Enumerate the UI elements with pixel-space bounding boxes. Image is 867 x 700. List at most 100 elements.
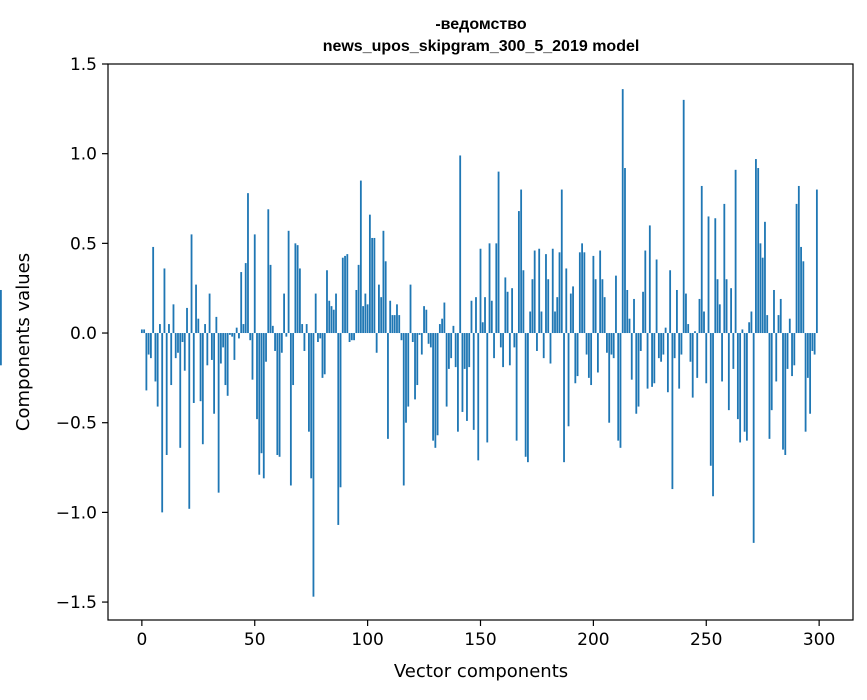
bar-149 (477, 333, 480, 461)
bar-15 (174, 333, 177, 359)
bar-241 (685, 293, 687, 334)
bar-36 (222, 333, 225, 348)
bar-19 (183, 333, 186, 371)
bar-58 (271, 325, 274, 334)
bar-277 (766, 315, 769, 334)
bar-7 (156, 333, 159, 407)
bar-71 (301, 324, 304, 334)
bar-90 (344, 255, 346, 334)
bar-42 (235, 327, 238, 334)
bar-121 (414, 333, 416, 400)
bar-255 (716, 279, 719, 334)
bar-192 (574, 333, 577, 384)
bar-159 (499, 333, 502, 348)
bar-30 (208, 293, 211, 334)
bar-170 (524, 333, 527, 457)
bar-87 (337, 333, 340, 525)
bar-59 (274, 333, 276, 351)
bar-206 (606, 333, 608, 353)
bar-211 (617, 333, 620, 441)
bar-193 (576, 333, 579, 377)
bar-118 (407, 333, 410, 407)
bar-131 (436, 333, 439, 436)
bar-126 (425, 309, 428, 334)
bar-189 (567, 333, 570, 427)
bar-31 (210, 333, 213, 360)
bar-47 (247, 193, 249, 334)
bar-215 (626, 289, 629, 334)
bar-224 (646, 333, 649, 389)
bar-67 (292, 333, 295, 386)
bar-6 (154, 333, 157, 382)
bar-263 (734, 169, 737, 334)
bar-195 (581, 243, 583, 334)
bar-291 (797, 185, 800, 334)
bar-12 (168, 324, 170, 334)
bar-0 (140, 329, 143, 334)
bar-151 (481, 322, 484, 334)
bar-219 (635, 333, 638, 414)
bar-196 (583, 252, 586, 334)
bar-49 (251, 333, 254, 380)
bar-132 (438, 324, 441, 334)
bar-79 (319, 333, 322, 339)
bar-29 (206, 333, 209, 366)
chart-title-line1: -ведомство (435, 16, 527, 33)
bar-200 (592, 255, 595, 334)
bar-99 (364, 293, 367, 334)
bar-197 (585, 333, 588, 355)
bar-236 (673, 333, 676, 359)
y-tick-label: 1.5 (70, 55, 97, 75)
bar-27 (201, 333, 204, 445)
bar-268 (745, 333, 748, 441)
bar-282 (777, 315, 780, 334)
bar-81 (323, 333, 326, 375)
bar-230 (660, 333, 663, 362)
bar-113 (396, 304, 398, 334)
bar-243 (689, 333, 692, 362)
bar-152 (484, 297, 486, 334)
bar-217 (630, 333, 633, 380)
bar-207 (608, 333, 611, 423)
bar-146 (470, 300, 473, 334)
bar-56 (267, 209, 270, 334)
bar-188 (565, 268, 568, 334)
bar-162 (506, 291, 509, 334)
bar-77 (314, 293, 317, 334)
bar-214 (624, 168, 626, 334)
bar-88 (339, 333, 342, 488)
bar-108 (384, 261, 387, 334)
bar-92 (348, 333, 351, 342)
bar-226 (651, 333, 653, 387)
bar-60 (276, 333, 279, 455)
bar-258 (723, 203, 726, 334)
bar-153 (486, 333, 489, 443)
bar-296 (809, 333, 812, 414)
bar-178 (542, 333, 545, 359)
bars-group (0, 89, 818, 597)
bar-173 (531, 279, 534, 334)
bar-91 (346, 254, 349, 334)
bar-225 (648, 225, 651, 334)
bar-250 (705, 333, 708, 384)
bar-158 (497, 171, 500, 334)
bar-293 (802, 261, 805, 334)
y-tick-label: 0.0 (70, 324, 97, 344)
bar-61 (278, 333, 281, 457)
bar-163 (508, 333, 511, 366)
bar-80 (321, 333, 324, 378)
y-axis-label: Components values (13, 253, 34, 431)
bar-279 (770, 333, 773, 411)
bar-96 (357, 264, 360, 334)
bar-259 (725, 279, 728, 334)
x-tick-label: 150 (464, 630, 496, 650)
bar-228 (655, 259, 658, 334)
y-tick-label: −0.5 (56, 414, 97, 434)
x-tick-label: 100 (351, 630, 383, 650)
bar-249 (703, 311, 705, 334)
bar-32 (213, 333, 216, 414)
bar-218 (633, 298, 635, 334)
bar-11 (165, 333, 168, 455)
bar-123 (418, 333, 421, 335)
bar-272 (755, 159, 757, 334)
